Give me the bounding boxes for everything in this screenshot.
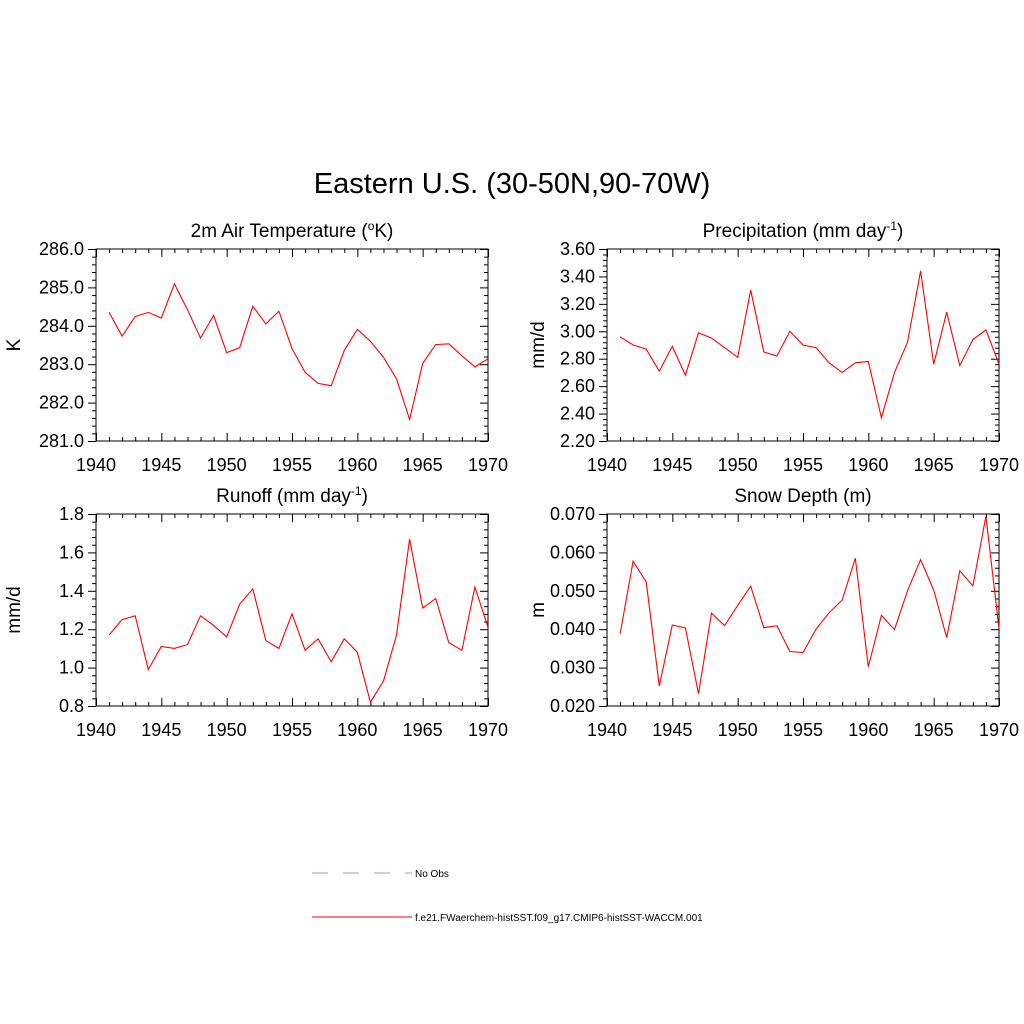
x-tick-label: 1960 bbox=[848, 455, 888, 475]
panel-title-suffix: K) bbox=[374, 221, 393, 242]
panel-title-superscript: o bbox=[368, 219, 375, 233]
x-tick-label: 1955 bbox=[272, 720, 312, 740]
y-tick-label: 3.40 bbox=[560, 266, 595, 286]
y-tick-label: 0.040 bbox=[550, 619, 595, 639]
y-tick-label: 1.4 bbox=[59, 581, 84, 601]
y-tick-label: 283.0 bbox=[39, 354, 84, 374]
plot-frame bbox=[606, 513, 1000, 707]
panel-title: Runoff (mm day-1) bbox=[216, 484, 368, 507]
series-line bbox=[108, 538, 489, 704]
panel-title: 2m Air Temperature (oK) bbox=[191, 219, 394, 242]
x-tick-label: 1950 bbox=[718, 455, 758, 475]
x-tick-label: 1940 bbox=[76, 720, 116, 740]
x-tick-label: 1970 bbox=[979, 455, 1019, 475]
panel-title: Precipitation (mm day-1) bbox=[703, 219, 904, 242]
x-tick-label: 1970 bbox=[979, 720, 1019, 740]
x-tick-label: 1970 bbox=[468, 455, 508, 475]
y-tick-label: 0.070 bbox=[550, 504, 595, 524]
x-tick-label: 1955 bbox=[783, 720, 823, 740]
y-tick-label: 282.0 bbox=[39, 393, 84, 413]
panel-title-text: Precipitation (mm day bbox=[703, 221, 887, 242]
y-tick-label: 1.8 bbox=[59, 504, 84, 524]
y-tick-label: 284.0 bbox=[39, 316, 84, 336]
x-tick-label: 1950 bbox=[207, 455, 247, 475]
x-tick-label: 1940 bbox=[587, 720, 627, 740]
x-tick-label: 1940 bbox=[76, 455, 116, 475]
y-tick-label: 0.050 bbox=[550, 581, 595, 601]
y-tick-label: 2.20 bbox=[560, 431, 595, 451]
series-line bbox=[619, 270, 1000, 420]
series-line bbox=[619, 516, 1000, 694]
y-tick-label: 3.60 bbox=[560, 239, 595, 259]
x-tick-label: 1960 bbox=[337, 455, 377, 475]
panel-title-suffix: ) bbox=[362, 486, 368, 507]
x-tick-label: 1960 bbox=[848, 720, 888, 740]
chart-panel-3: Runoff (mm day-1) 1940 1945 1950 1955 1960 196… bbox=[4, 484, 508, 740]
x-tick-label: 1945 bbox=[141, 455, 181, 475]
y-tick-label: 0.060 bbox=[550, 542, 595, 562]
y-axis-label: mm/d bbox=[528, 321, 549, 369]
series-line bbox=[108, 282, 489, 422]
panel-title-text: Snow Depth (m) bbox=[734, 486, 871, 507]
plot-frame bbox=[95, 248, 489, 442]
x-tick-label: 1960 bbox=[337, 720, 377, 740]
panel-title-text: 2m Air Temperature ( bbox=[191, 221, 369, 242]
panel-title-suffix: ) bbox=[897, 221, 903, 242]
x-tick-label: 1945 bbox=[652, 455, 692, 475]
y-tick-label: 281.0 bbox=[39, 431, 84, 451]
legend-label-2: f.e21.FWaerchem-histSST.f09_g17.CMIP6-hi… bbox=[415, 913, 703, 924]
y-tick-label: 2.60 bbox=[560, 376, 595, 396]
y-tick-label: 1.0 bbox=[59, 658, 84, 678]
x-tick-label: 1965 bbox=[914, 720, 954, 740]
x-tick-label: 1945 bbox=[141, 720, 181, 740]
y-tick-label: 2.40 bbox=[560, 404, 595, 424]
legend: No Obs f.e21.FWaerchem-histSST.f09_g17.CM… bbox=[312, 869, 703, 924]
y-tick-label: 1.2 bbox=[59, 619, 84, 639]
panel-title-text: Runoff (mm day bbox=[216, 486, 351, 507]
panel-title-superscript: -1 bbox=[351, 484, 362, 498]
chart-panel-4: Snow Depth (m) 1940 1945 1950 1955 1960 1965 19… bbox=[528, 486, 1019, 740]
x-tick-label: 1965 bbox=[403, 720, 443, 740]
y-tick-label: 3.00 bbox=[560, 321, 595, 341]
y-tick-label: 2.80 bbox=[560, 349, 595, 369]
panel-title-superscript: -1 bbox=[886, 219, 897, 233]
x-tick-label: 1940 bbox=[587, 455, 627, 475]
x-tick-label: 1950 bbox=[207, 720, 247, 740]
y-tick-label: 0.8 bbox=[59, 696, 84, 716]
y-tick-label: 286.0 bbox=[39, 239, 84, 259]
chart-panel-1: 2m Air Temperature (oK) 1940 1945 1950 1955 1… bbox=[4, 219, 508, 475]
x-tick-label: 1955 bbox=[783, 455, 823, 475]
plot-frame bbox=[95, 513, 489, 707]
x-tick-label: 1955 bbox=[272, 455, 312, 475]
x-tick-label: 1965 bbox=[914, 455, 954, 475]
y-axis-label: m bbox=[528, 602, 549, 618]
x-tick-label: 1970 bbox=[468, 720, 508, 740]
chart-panel-2: Precipitation (mm day-1) 1940 1945 1950 1955… bbox=[528, 219, 1019, 475]
x-tick-label: 1950 bbox=[718, 720, 758, 740]
y-tick-label: 0.020 bbox=[550, 696, 595, 716]
panel-title: Snow Depth (m) bbox=[734, 486, 871, 507]
legend-label-1: No Obs bbox=[415, 869, 449, 880]
x-tick-label: 1965 bbox=[403, 455, 443, 475]
y-axis-label: mm/d bbox=[4, 586, 25, 634]
x-tick-label: 1945 bbox=[652, 720, 692, 740]
y-tick-label: 3.20 bbox=[560, 294, 595, 314]
figure-title: Eastern U.S. (30-50N,90-70W) bbox=[313, 168, 711, 200]
y-tick-label: 285.0 bbox=[39, 277, 84, 297]
y-axis-label: K bbox=[4, 338, 25, 351]
y-tick-label: 0.030 bbox=[550, 658, 595, 678]
y-tick-label: 1.6 bbox=[59, 542, 84, 562]
